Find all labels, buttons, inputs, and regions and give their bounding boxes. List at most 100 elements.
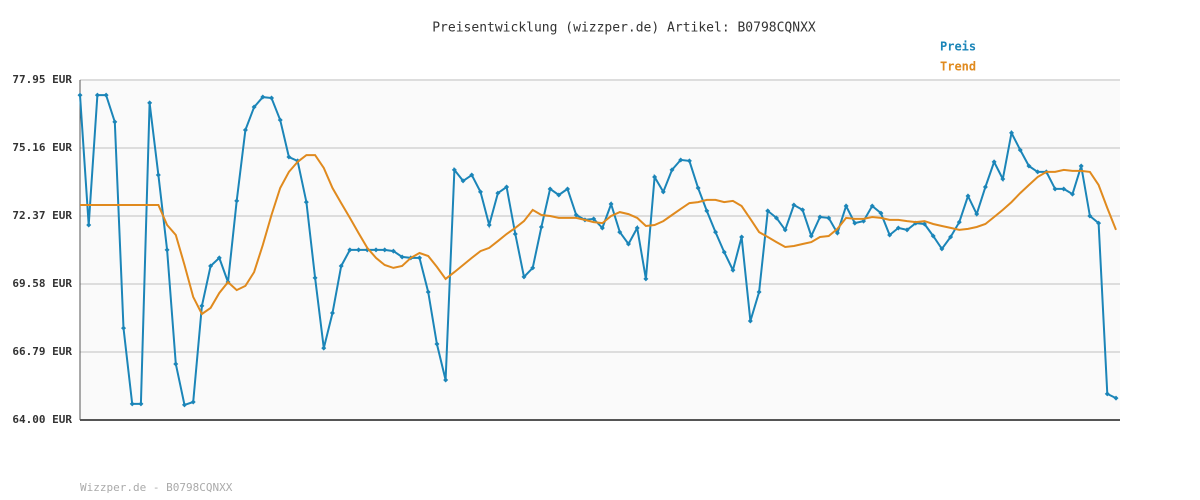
point-marker [94,92,100,98]
point-marker [208,263,214,269]
point-marker [921,221,927,227]
point-marker [155,172,161,178]
point-marker [1052,186,1058,192]
point-marker [512,231,518,237]
point-marker [425,289,431,295]
point-marker [417,255,423,261]
point-marker [399,254,405,260]
point-marker [895,225,901,231]
point-marker [356,247,362,253]
y-tick-label: 64.00 EUR [12,413,72,426]
point-marker [338,263,344,269]
point-marker [103,92,109,98]
point-marker [260,94,266,100]
point-marker [625,241,631,247]
point-marker [730,267,736,273]
point-marker [739,234,745,240]
point-marker [852,220,858,226]
point-marker [321,345,327,351]
point-marker [530,265,536,271]
point-marker [1104,391,1110,397]
point-marker [303,199,309,205]
point-marker [382,247,388,253]
point-marker [843,203,849,209]
point-marker [686,158,692,164]
point-marker [617,229,623,235]
point-marker [277,117,283,123]
point-marker [434,341,440,347]
point-marker [991,159,997,165]
legend-entry: Trend [940,60,976,74]
point-marker [608,201,614,207]
point-marker [565,186,571,192]
point-marker [86,222,92,228]
point-marker [747,318,753,324]
point-marker [538,224,544,230]
point-marker [695,185,701,191]
point-marker [451,167,457,173]
footer: Wizzper.de - B0798CQNXX [80,481,233,494]
point-marker [782,227,788,233]
point-marker [504,184,510,190]
chart-title: Preisentwicklung (wizzper.de) Artikel: B… [432,21,816,36]
point-marker [129,401,135,407]
series-line [80,154,1117,316]
point-marker [1035,169,1041,175]
point-marker [477,189,483,195]
point-marker [791,202,797,208]
point-marker [390,248,396,254]
point-marker [242,127,248,133]
point-marker [495,190,501,196]
plot-area [80,80,1120,420]
point-marker [190,399,196,405]
point-marker [817,214,823,220]
point-marker [234,198,240,204]
point-marker [660,189,666,195]
point-marker [756,289,762,295]
point-marker [164,247,170,253]
y-tick-label: 69.58 EUR [12,277,72,290]
point-marker [112,119,118,125]
point-marker [939,246,945,252]
point-marker [1069,191,1075,197]
point-marker [486,222,492,228]
point-marker [1061,186,1067,192]
point-marker [982,184,988,190]
point-marker [251,104,257,110]
point-marker [312,275,318,281]
point-marker [1113,395,1119,401]
point-marker [1000,176,1006,182]
point-marker [808,233,814,239]
point-marker [721,249,727,255]
point-marker [199,303,205,309]
legend-entry: Preis [940,40,976,54]
point-marker [460,178,466,184]
point-marker [138,401,144,407]
y-tick-label: 66.79 EUR [12,345,72,358]
point-marker [286,154,292,160]
point-marker [904,227,910,233]
point-marker [634,225,640,231]
point-marker [443,377,449,383]
point-marker [1096,220,1102,226]
point-marker [669,167,675,173]
point-marker [521,274,527,280]
point-marker [887,232,893,238]
point-marker [652,174,658,180]
point-marker [1009,130,1015,136]
point-marker [1087,213,1093,219]
y-tick-label: 75.16 EUR [12,141,72,154]
point-marker [591,216,597,222]
point-marker [765,208,771,214]
point-marker [704,208,710,214]
y-tick-label: 72.37 EUR [12,209,72,222]
point-marker [834,230,840,236]
point-marker [965,193,971,199]
point-marker [181,402,187,408]
point-marker [573,212,579,218]
y-tick-label: 77.95 EUR [12,73,72,86]
point-marker [869,203,875,209]
point-marker [373,247,379,253]
point-marker [77,92,83,98]
